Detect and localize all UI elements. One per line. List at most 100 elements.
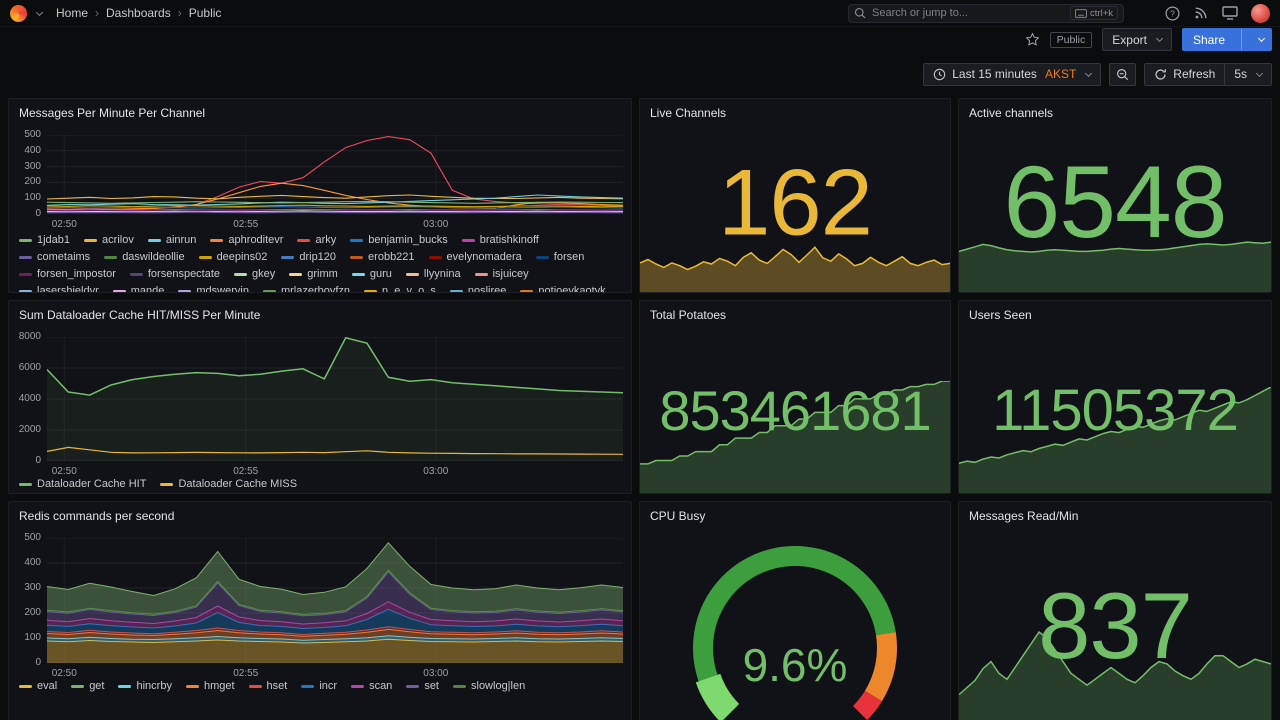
legend-item[interactable]: erobb221 <box>350 249 415 266</box>
legend-label: forsen_impostor <box>37 268 116 280</box>
search-bar[interactable]: Search or jump to... ctrl+k <box>848 3 1124 23</box>
legend-item[interactable]: hmget <box>185 678 235 695</box>
legend-color-swatch <box>535 256 549 259</box>
panel-title[interactable]: Total Potatoes <box>650 308 727 322</box>
org-switcher-chevron-icon[interactable] <box>35 8 44 16</box>
panel-legend: 1jdab1 acrilov ainrun aphroditevr arky benjam… <box>9 229 631 292</box>
panel-title[interactable]: Active channels <box>969 106 1054 120</box>
legend-item[interactable]: bratishkinoff <box>461 232 539 249</box>
legend-color-swatch <box>474 273 488 276</box>
legend-item[interactable]: arky <box>297 232 336 249</box>
legend-item[interactable]: hset <box>248 678 287 695</box>
y-axis-label: 2000 <box>18 424 41 435</box>
legend-item[interactable]: forsenspectate <box>129 266 220 283</box>
favorite-star-icon[interactable] <box>1025 32 1040 47</box>
legend-item[interactable]: guru <box>351 266 392 283</box>
time-range-picker[interactable]: Last 15 minutes AKST <box>923 62 1102 86</box>
legend-item[interactable]: hincrby <box>118 678 172 695</box>
legend-item[interactable]: notjoeykaotyk <box>520 283 606 292</box>
legend-color-swatch <box>350 256 364 259</box>
panel-title[interactable]: Redis commands per second <box>19 509 175 523</box>
kiosk-monitor-icon[interactable] <box>1222 5 1238 21</box>
y-axis-label: 6000 <box>18 362 41 373</box>
panel-title[interactable]: Messages Read/Min <box>969 509 1079 523</box>
legend-label: mdswervin <box>196 285 249 292</box>
x-axis-label: 03:00 <box>423 668 449 679</box>
legend-color-swatch <box>301 685 315 688</box>
plot-area[interactable]: 02:50 02:55 03:00 <box>47 135 623 230</box>
legend-item[interactable]: forsen_impostor <box>19 266 116 283</box>
legend-item[interactable]: scan <box>351 678 392 695</box>
panel-messages-per-minute-per-channel: Messages Per Minute Per Channel 0 100 200 3… <box>8 98 632 293</box>
legend-color-swatch <box>19 256 32 259</box>
legend-item[interactable]: eval <box>19 678 57 695</box>
legend-item[interactable]: daswildeollie <box>104 249 185 266</box>
legend-item[interactable]: grimm <box>289 266 338 283</box>
panel-title[interactable]: Messages Per Minute Per Channel <box>19 106 206 120</box>
legend-item[interactable]: forsen <box>535 249 584 266</box>
stat-value: 853461681 <box>659 379 931 442</box>
share-button[interactable]: Share <box>1181 28 1272 51</box>
legend-item[interactable]: incr <box>301 678 337 695</box>
grafana-logo[interactable] <box>10 4 27 22</box>
panel-title[interactable]: Sum Dataloader Cache HIT/MISS Per Minute <box>19 308 261 322</box>
share-dropdown-button[interactable] <box>1248 34 1271 43</box>
x-axis-label: 03:00 <box>423 219 449 230</box>
news-rss-icon[interactable] <box>1193 5 1209 21</box>
legend-item[interactable]: Dataloader Cache MISS <box>160 476 297 493</box>
legend-label: acrilov <box>102 234 134 246</box>
y-axis-label: 300 <box>24 160 41 172</box>
zoom-out-button[interactable] <box>1109 62 1137 86</box>
panel-title[interactable]: Live Channels <box>650 106 727 120</box>
breadcrumb-item-public[interactable]: Public <box>188 6 222 20</box>
plot-area[interactable]: 02:50 02:55 03:00 <box>47 538 623 679</box>
legend-color-swatch <box>84 239 98 242</box>
legend-color-swatch <box>19 273 32 276</box>
legend-item[interactable]: ainrun <box>147 232 196 249</box>
legend-item[interactable]: isjuicey <box>474 266 529 283</box>
legend-item[interactable]: gkey <box>234 266 275 283</box>
legend-item[interactable]: benjamin_bucks <box>350 232 448 249</box>
legend-item[interactable]: acrilov <box>84 232 134 249</box>
legend-item[interactable]: aphroditevr <box>210 232 283 249</box>
legend-item[interactable]: 1jdab1 <box>19 232 70 249</box>
stat-panel-body: 11505372 <box>959 329 1271 493</box>
legend-item[interactable]: mdswervin <box>178 283 249 292</box>
legend-item[interactable]: slowlog|len <box>453 678 525 695</box>
y-axis-label: 200 <box>24 176 41 188</box>
legend-item[interactable]: deepins02 <box>198 249 267 266</box>
panel-title[interactable]: Users Seen <box>969 308 1032 322</box>
legend-item[interactable]: get <box>71 678 104 695</box>
legend-label: gkey <box>252 268 276 280</box>
legend-label: get <box>89 680 105 692</box>
panel-title[interactable]: CPU Busy <box>650 509 706 523</box>
legend-item[interactable]: drip120 <box>281 249 336 266</box>
legend-item[interactable]: set <box>406 678 439 695</box>
legend-item[interactable]: evelynomadera <box>428 249 522 266</box>
legend-item[interactable]: mande <box>112 283 164 292</box>
refresh-button[interactable]: Refresh <box>1144 62 1225 86</box>
legend-item[interactable]: mrlazerboyfzn <box>262 283 350 292</box>
stat-value: 162 <box>718 148 873 254</box>
legend-item[interactable]: lasershieldvr <box>19 283 99 292</box>
legend-item[interactable]: Dataloader Cache HIT <box>19 476 146 493</box>
refresh-interval-dropdown[interactable]: 5s <box>1224 62 1272 86</box>
export-button[interactable]: Export <box>1102 28 1172 51</box>
gauge-chart: 9.6% <box>640 530 950 720</box>
sparkline <box>640 380 950 493</box>
legend-item[interactable]: nosliree <box>449 283 506 292</box>
plot-area[interactable]: 02:50 02:55 03:00 <box>47 337 623 477</box>
legend-label: lasershieldvr <box>37 285 99 292</box>
legend-color-swatch <box>118 685 132 688</box>
legend-item[interactable]: cometaims <box>19 249 90 266</box>
legend-item[interactable]: n_e_v_o_s <box>364 283 436 292</box>
breadcrumb-item-dashboards[interactable]: Dashboards <box>106 6 171 20</box>
legend-label: hincrby <box>136 680 172 692</box>
help-icon[interactable]: ? <box>1164 5 1180 21</box>
stat-value: 837 <box>1038 573 1193 678</box>
breadcrumb-item-home[interactable]: Home <box>56 6 89 20</box>
legend-item[interactable]: llyynina <box>405 266 461 283</box>
user-avatar[interactable] <box>1251 3 1270 23</box>
legend-label: grimm <box>307 268 338 280</box>
refresh-group: Refresh 5s <box>1144 62 1272 86</box>
